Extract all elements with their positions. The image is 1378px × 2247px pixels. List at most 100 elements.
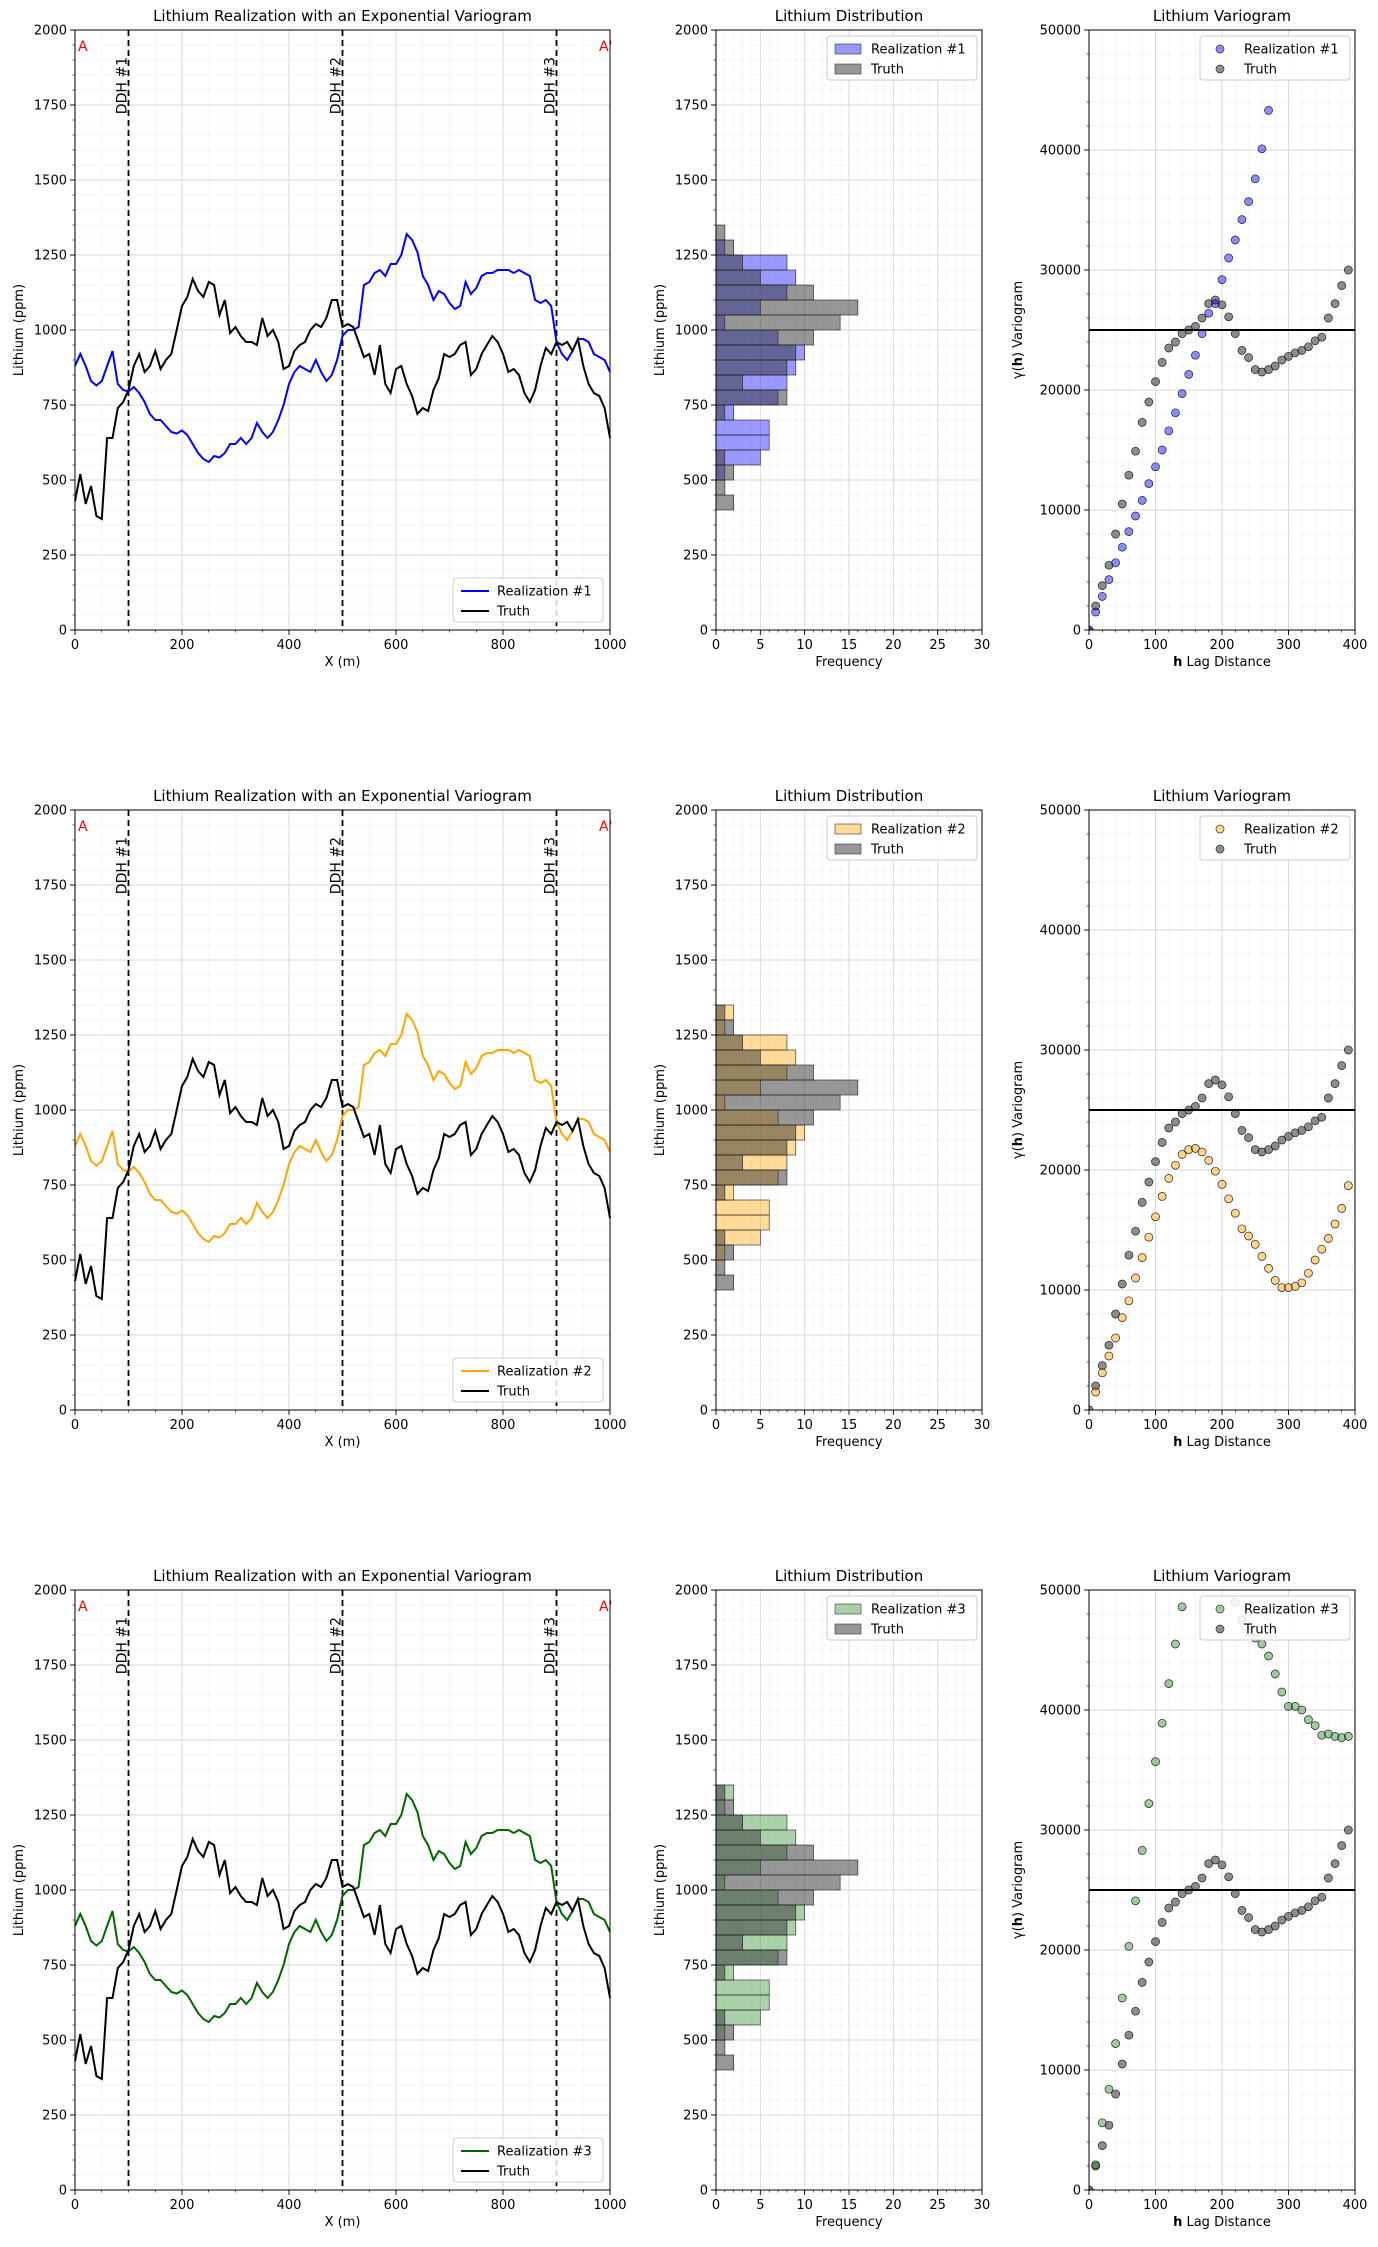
truth-variogram-point xyxy=(1197,1873,1207,1883)
chart-title: Lithium Realization with an Exponential … xyxy=(153,7,532,25)
drill-hole-label: DDH #1 xyxy=(115,837,131,894)
legend-entry-label: Truth xyxy=(496,1385,530,1400)
truth-variogram-point xyxy=(1270,1141,1280,1151)
realization-variogram-point xyxy=(1151,462,1160,472)
y-tick-label: 500 xyxy=(683,474,708,489)
y-tick-label: 40000 xyxy=(1040,924,1081,939)
x-tick-label: 15 xyxy=(841,638,858,653)
axes-frame xyxy=(74,29,611,631)
y-tick-label: 750 xyxy=(42,1959,67,1974)
truth-histogram-bar xyxy=(715,1019,735,1036)
x-tick-label: 800 xyxy=(491,2198,516,2213)
truth-variogram-point xyxy=(1304,1902,1313,1912)
x-tick-label: 100 xyxy=(1143,2198,1168,2213)
truth-histogram-bar xyxy=(715,1844,814,1861)
truth-variogram-point xyxy=(1104,1340,1114,1350)
x-tick-label: 200 xyxy=(170,1418,195,1433)
legend-marker-handle xyxy=(1215,1624,1225,1634)
legend-entry-label: Truth xyxy=(870,63,904,78)
truth-variogram-point xyxy=(1324,313,1333,323)
truth-variogram-point xyxy=(1277,1135,1287,1145)
realization-variogram-point xyxy=(1317,1244,1327,1254)
legend-entry-label: Truth xyxy=(1243,63,1277,78)
realization-variogram-point xyxy=(1171,1160,1180,1170)
realization-histogram-bar xyxy=(715,1994,770,2011)
legend-entry-label: Truth xyxy=(496,2165,530,2180)
y-tick-label: 1250 xyxy=(34,1029,67,1044)
y-tick-label: 1750 xyxy=(34,1659,67,1674)
y-axis-label: Lithium (ppm) xyxy=(653,284,668,376)
truth-variogram-point xyxy=(1310,336,1320,346)
realization-variogram-point xyxy=(1111,2039,1120,2048)
realization-variogram-point xyxy=(1210,1166,1220,1176)
axes-frame xyxy=(1088,29,1356,631)
y-tick-label: 40000 xyxy=(1040,144,1081,159)
legend-entry-label: Realization #3 xyxy=(1244,1603,1339,1618)
x-tick-label: 200 xyxy=(170,638,195,653)
realization-variogram-point xyxy=(1137,496,1147,505)
realization-variogram-point xyxy=(1184,370,1194,379)
realization-variogram-point xyxy=(1164,426,1174,436)
realization-variogram-point xyxy=(1191,1556,1199,1564)
truth-variogram-point xyxy=(1137,418,1147,427)
realization-variogram-point xyxy=(1184,1145,1194,1154)
x-tick-label: 1000 xyxy=(593,638,626,653)
y-tick-label: 0 xyxy=(59,624,67,639)
realization-panel: Lithium Realization with an Exponential … xyxy=(12,7,627,670)
y-tick-label: 0 xyxy=(1073,2184,1081,2199)
truth-histogram-bar xyxy=(715,404,726,421)
x-tick-label: 30 xyxy=(974,2198,991,2213)
section-marker-end: A' xyxy=(599,819,612,835)
truth-variogram-point xyxy=(1131,1226,1140,1236)
realization-variogram-point xyxy=(1337,1204,1347,1213)
truth-histogram-bar xyxy=(715,1064,814,1081)
x-tick-label: 200 xyxy=(1210,638,1235,653)
truth-variogram-point xyxy=(1144,1957,1154,1967)
y-tick-label: 2000 xyxy=(675,804,708,819)
truth-variogram-point xyxy=(1124,1250,1134,1260)
legend-marker-handle xyxy=(1215,44,1225,54)
realization-variogram-point xyxy=(1343,1732,1353,1741)
truth-variogram-point xyxy=(1164,343,1174,353)
truth-variogram-point xyxy=(1270,361,1280,371)
legend-entry-label: Realization #1 xyxy=(1244,43,1339,58)
truth-variogram-point xyxy=(1317,1892,1327,1902)
y-tick-label: 2000 xyxy=(34,804,67,819)
realization-variogram-point xyxy=(1324,1234,1333,1243)
truth-variogram-point xyxy=(1297,1126,1307,1135)
realization-variogram-point xyxy=(1117,1313,1127,1322)
truth-histogram-bar xyxy=(715,1049,761,1066)
realization-variogram-point xyxy=(1111,558,1120,568)
truth-variogram-point xyxy=(1217,1860,1227,1870)
truth-histogram-bar xyxy=(715,464,735,481)
realization-variogram-point xyxy=(1171,408,1180,418)
realization-variogram-point xyxy=(1244,1231,1253,1241)
realization-series-line xyxy=(74,1011,611,1244)
variogram-points xyxy=(1089,1556,1353,2190)
truth-histogram-bar xyxy=(715,1814,743,1831)
x-tick-label: 300 xyxy=(1276,1418,1301,1433)
x-tick-label: 1000 xyxy=(593,2198,626,2213)
realization-variogram-point xyxy=(1230,235,1240,245)
truth-variogram-point xyxy=(1330,1859,1340,1868)
x-tick-label: 0 xyxy=(712,1418,720,1433)
y-tick-label: 250 xyxy=(683,2109,708,2124)
truth-histogram-bar xyxy=(715,359,788,376)
histogram-panel: Lithium Distribution Frequency Lithium (pp… xyxy=(653,1567,990,2230)
truth-variogram-point xyxy=(1237,1906,1247,1915)
truth-histogram-bar xyxy=(715,329,814,346)
truth-variogram-point xyxy=(1337,1841,1347,1850)
y-tick-label: 20000 xyxy=(1040,1164,1081,1179)
truth-histogram-bar xyxy=(715,269,761,286)
truth-variogram-point xyxy=(1304,1122,1313,1132)
truth-variogram-point xyxy=(1277,355,1287,365)
section-marker-start: A xyxy=(78,819,88,835)
truth-variogram-point xyxy=(1089,1405,1094,1410)
truth-variogram-point xyxy=(1330,1079,1340,1088)
realization-variogram-point xyxy=(1104,575,1114,584)
x-tick-label: 0 xyxy=(71,638,79,653)
truth-variogram-point xyxy=(1137,1198,1147,1207)
axes-frame xyxy=(1088,1589,1356,2191)
x-axis-label: h Lag Distance xyxy=(1173,1435,1271,1450)
truth-variogram-point xyxy=(1164,1903,1174,1913)
